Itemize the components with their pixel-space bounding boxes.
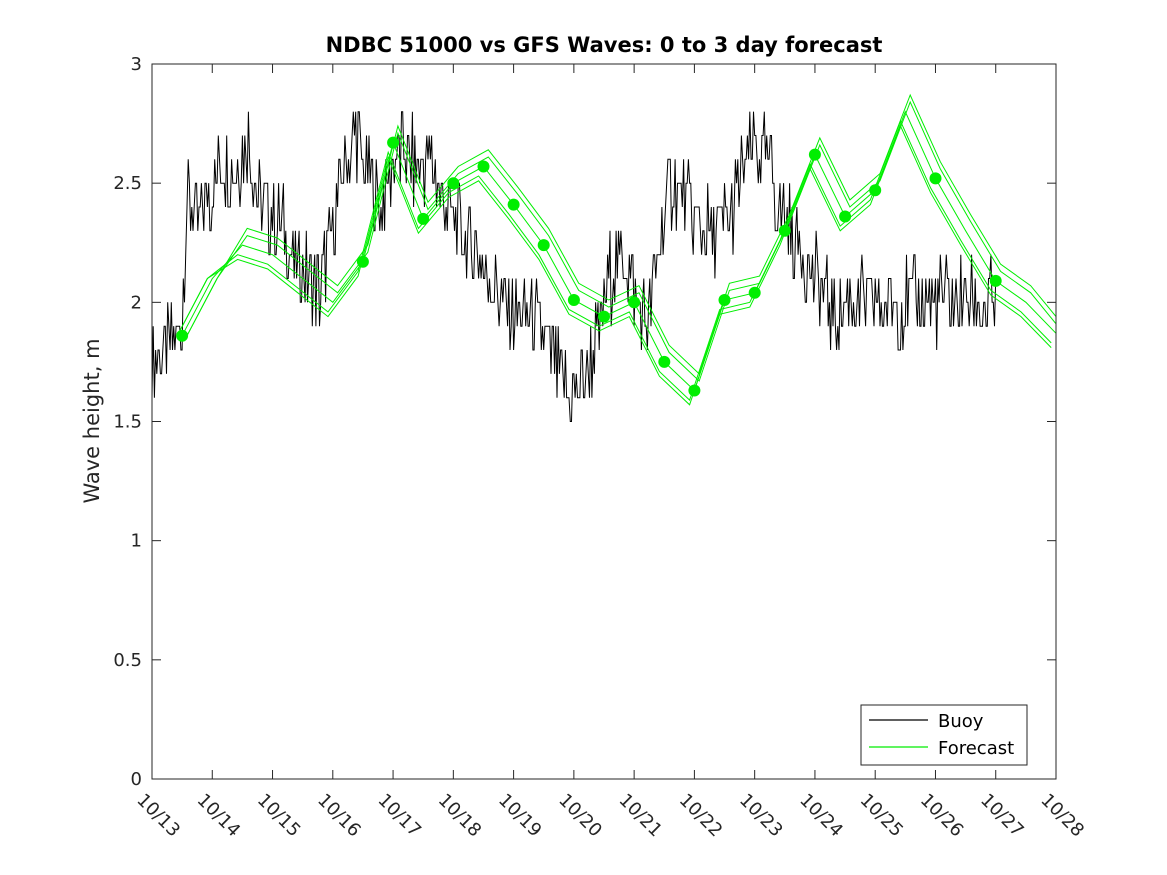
plot-area	[151, 64, 1057, 779]
forecast-run-line-3	[186, 93, 1057, 375]
forecast-marker	[417, 212, 430, 225]
forecast-marker	[537, 239, 550, 252]
forecast-marker	[778, 224, 791, 237]
y-tick-label: 2	[131, 292, 142, 313]
y-tick-label: 2.5	[113, 173, 142, 194]
forecast-marker	[176, 329, 189, 342]
forecast-marker	[658, 355, 671, 368]
forecast-marker	[567, 294, 580, 306]
legend: Buoy Forecast	[860, 704, 1028, 766]
forecast-marker	[507, 198, 520, 211]
forecast-marker	[839, 210, 852, 223]
buoy-series-line	[151, 111, 997, 422]
forecast-marker	[929, 172, 942, 185]
forecast-run-line-4	[176, 124, 1052, 406]
forecast-marker	[989, 274, 1002, 287]
y-tick-label: 1	[131, 531, 142, 552]
forecast-marker	[356, 255, 369, 268]
y-tick-label: 3	[131, 54, 142, 75]
plot-background	[152, 64, 1056, 779]
forecast-marker	[447, 177, 460, 190]
forecast-marker	[387, 136, 400, 149]
forecast-marker	[477, 160, 490, 173]
forecast-marker	[718, 294, 731, 306]
chart-title: NDBC 51000 vs GFS Waves: 0 to 3 day fore…	[326, 33, 883, 57]
forecast-marker	[748, 286, 761, 299]
legend-box	[860, 704, 1028, 766]
forecast-marker	[628, 296, 641, 309]
forecast-run-line-1	[186, 100, 1057, 382]
forecast-marker	[598, 310, 610, 323]
forecast-marker	[688, 384, 701, 397]
forecast-marker	[808, 148, 821, 161]
forecast-marker	[869, 184, 882, 197]
y-axis-label: Wave height, m	[80, 338, 104, 503]
forecast-run-line-0	[181, 110, 1057, 392]
legend-forecast-label: Forecast	[938, 738, 1014, 759]
legend-buoy-label: Buoy	[938, 711, 984, 732]
y-tick-label: 0.5	[113, 650, 142, 671]
y-tick-label: 1.5	[113, 412, 142, 433]
forecast-run-line-2	[176, 119, 1052, 402]
y-tick-label: 0	[131, 769, 142, 790]
